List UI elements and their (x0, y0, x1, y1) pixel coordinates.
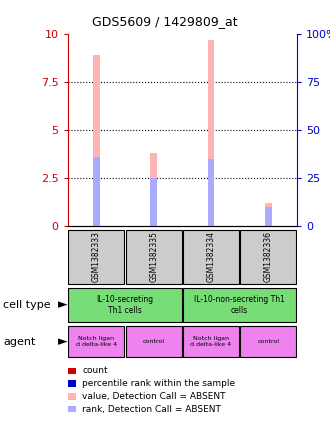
Bar (265, 203, 272, 226)
Bar (240, 230, 296, 284)
Text: IL-10-non-secreting Th1
cells: IL-10-non-secreting Th1 cells (194, 295, 285, 315)
Text: GSM1382333: GSM1382333 (92, 231, 101, 283)
Text: ►: ► (58, 299, 67, 311)
Bar (93, 55, 100, 226)
Bar (265, 207, 272, 226)
Text: GSM1382336: GSM1382336 (264, 231, 273, 283)
Bar (183, 288, 296, 322)
Bar (208, 40, 214, 226)
Bar (126, 326, 182, 357)
Text: control: control (257, 339, 279, 344)
Bar (240, 326, 296, 357)
Text: percentile rank within the sample: percentile rank within the sample (82, 379, 236, 388)
Text: control: control (143, 339, 165, 344)
Text: Notch ligan
d delta-like 4: Notch ligan d delta-like 4 (76, 336, 117, 347)
Text: GDS5609 / 1429809_at: GDS5609 / 1429809_at (92, 15, 238, 28)
Bar (183, 230, 239, 284)
Bar (68, 230, 124, 284)
Text: Notch ligan
d delta-like 4: Notch ligan d delta-like 4 (190, 336, 232, 347)
Text: count: count (82, 366, 108, 376)
Text: value, Detection Call = ABSENT: value, Detection Call = ABSENT (82, 392, 226, 401)
Bar (68, 288, 182, 322)
Bar (150, 153, 157, 226)
Text: IL-10-secreting
Th1 cells: IL-10-secreting Th1 cells (96, 295, 153, 315)
Text: cell type: cell type (3, 300, 51, 310)
Text: ►: ► (58, 335, 67, 348)
Bar (208, 159, 214, 226)
Text: rank, Detection Call = ABSENT: rank, Detection Call = ABSENT (82, 404, 221, 414)
Text: GSM1382335: GSM1382335 (149, 231, 158, 283)
Bar (150, 178, 157, 226)
Bar (183, 326, 239, 357)
Bar (93, 157, 100, 226)
Text: GSM1382334: GSM1382334 (207, 231, 215, 283)
Bar (68, 326, 124, 357)
Bar (126, 230, 182, 284)
Text: agent: agent (3, 337, 36, 347)
